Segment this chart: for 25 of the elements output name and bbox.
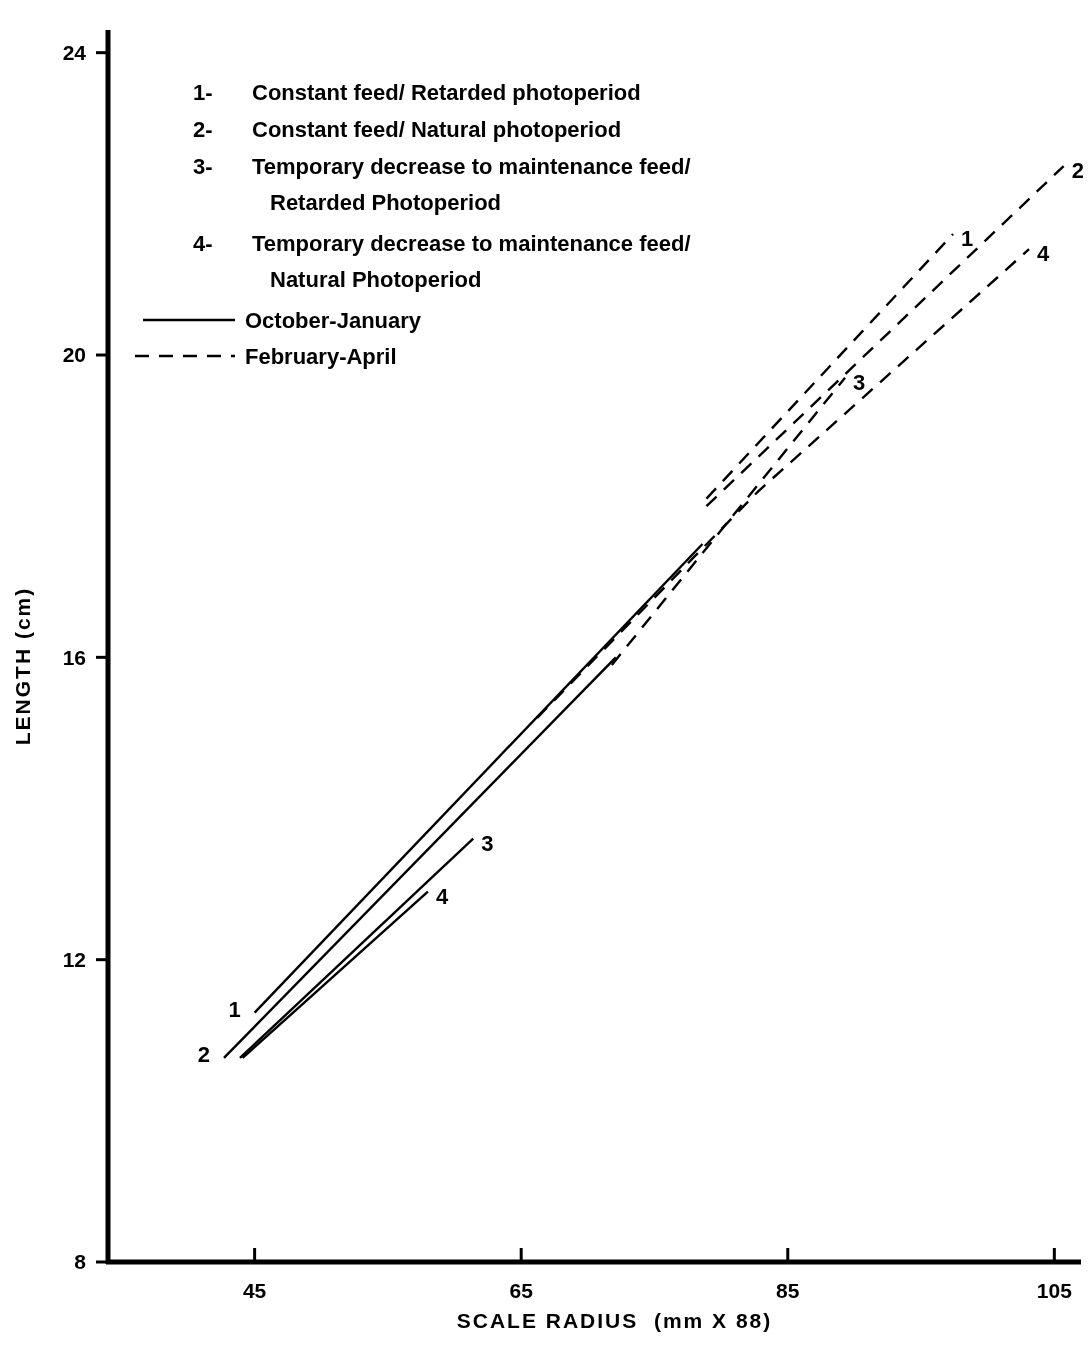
text: 3- Temporary decrease to maintenance feed/ Retarded Photoperiod	[193, 154, 691, 215]
x-tick-label: 65	[509, 1279, 534, 1302]
annotation: February-April	[245, 344, 397, 369]
text: 2- Constant feed/ Natural photoperiod	[193, 117, 622, 142]
series-label: 1	[228, 996, 241, 1022]
series-label: 3	[481, 830, 494, 856]
series-label: 1	[961, 226, 974, 252]
series-label: 4	[435, 883, 449, 909]
y-tick-label: 24	[62, 41, 87, 65]
x-tick-label: 105	[1036, 1279, 1073, 1302]
y-tick-label: 12	[62, 948, 86, 972]
x-axis-title: SCALE RADIUS (mm X 88)	[456, 1309, 773, 1332]
x-tick-label: 85	[776, 1279, 800, 1302]
y-tick-label: 8	[74, 1250, 87, 1274]
x-tick-label: 45	[242, 1279, 267, 1302]
series-label: 2	[197, 1041, 211, 1067]
text: 4- Temporary decrease to maintenance feed/ Natural Photoperiod	[193, 231, 691, 292]
y-tick-label: 20	[62, 343, 86, 367]
series-label: 2	[1071, 158, 1084, 184]
text: 1- Constant feed/ Retarded photoperiod	[193, 80, 641, 105]
series-label: 4	[1037, 241, 1051, 267]
y-tick-label: 16	[62, 645, 86, 669]
annotation: October-January	[245, 308, 422, 333]
series-label: 3	[853, 369, 866, 395]
y-axis-title: LENGTH (cm)	[11, 586, 34, 746]
